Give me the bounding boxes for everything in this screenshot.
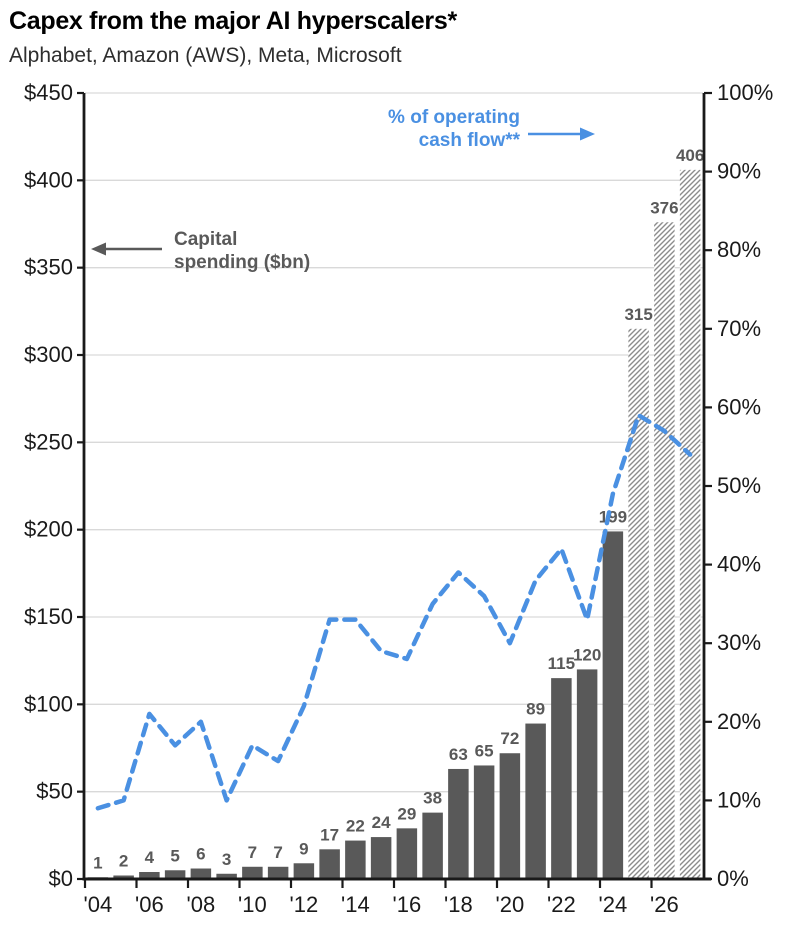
bar: [319, 849, 340, 879]
right-axis-label: 30%: [717, 630, 761, 655]
left-axis-label: $450: [24, 80, 73, 105]
left-axis-label: $400: [24, 167, 73, 192]
left-axis-label: $250: [24, 429, 73, 454]
capital-spending-annotation: Capital spending ($bn): [174, 228, 310, 274]
bar: [242, 866, 263, 879]
x-tick-label: '20: [496, 892, 525, 917]
x-tick-label: '26: [650, 892, 679, 917]
right-axis-label: 90%: [717, 159, 761, 184]
bar-value-label: 89: [526, 700, 545, 719]
right-axis-label: 80%: [717, 237, 761, 262]
cash-flow-arrow-head: [580, 127, 595, 141]
bar-value-label: 63: [449, 745, 468, 764]
x-tick-label: '06: [135, 892, 164, 917]
bar: [551, 678, 572, 879]
cash-flow-label-line2: cash flow**: [418, 130, 520, 151]
bar-forecast: [679, 169, 701, 879]
left-axis-label: $100: [24, 691, 73, 716]
bar: [293, 863, 315, 879]
right-axis-label: 60%: [717, 394, 761, 419]
cash-flow-label-line1: % of operating: [388, 107, 520, 128]
capital-spending-arrow-head: [91, 242, 106, 256]
bar: [448, 768, 469, 879]
left-axis-label: $300: [24, 342, 73, 367]
bar-value-label: 22: [346, 817, 365, 836]
bar: [267, 866, 289, 879]
bar-value-label: 376: [650, 198, 678, 217]
left-axis-label: $350: [24, 255, 73, 280]
bar-value-label: 3: [222, 850, 231, 869]
bar-value-label: 7: [273, 843, 282, 862]
cashflow-line: [95, 413, 693, 811]
x-tick-label: '24: [599, 892, 628, 917]
bar-value-label: 2: [119, 852, 128, 871]
bar-value-label: 17: [320, 825, 339, 844]
bar-value-label: 38: [423, 789, 442, 808]
bar: [370, 837, 392, 879]
left-axis-label: $200: [24, 517, 73, 542]
bar: [139, 872, 160, 879]
right-axis-label: 20%: [717, 709, 761, 734]
bar-value-label: 5: [170, 846, 179, 865]
bar: [602, 531, 624, 879]
x-tick-label: '08: [187, 892, 216, 917]
bar: [345, 840, 366, 879]
bar: [473, 765, 495, 879]
chart-title: Capex from the major AI hyperscalers*: [9, 7, 457, 35]
left-axis-label: $150: [24, 604, 73, 629]
bar: [396, 828, 418, 879]
capital-spending-label-line2: spending ($bn): [174, 252, 311, 273]
x-tick-label: '22: [547, 892, 576, 917]
x-tick-label: '16: [393, 892, 422, 917]
bar: [164, 870, 186, 879]
bar: [499, 753, 521, 879]
x-tick-label: '04: [84, 892, 113, 917]
bar: [216, 873, 237, 879]
bar: [113, 875, 134, 879]
bar: [190, 868, 212, 879]
x-tick-label: '12: [290, 892, 319, 917]
bar-value-label: 29: [397, 804, 416, 823]
right-axis-label: 40%: [717, 552, 761, 577]
bar-value-label: 9: [299, 839, 308, 858]
right-axis-label: 10%: [717, 787, 761, 812]
x-tick-label: '14: [341, 892, 370, 917]
x-tick-label: '18: [444, 892, 473, 917]
capital-spending-label-line1: Capital: [174, 229, 238, 250]
right-axis-label: 50%: [717, 473, 761, 498]
cash-flow-annotation: % of operating cash flow**: [330, 106, 520, 152]
bar-value-label: 24: [372, 813, 391, 832]
bar-value-label: 72: [500, 729, 519, 748]
bar-value-label: 1: [93, 853, 102, 872]
bar: [422, 812, 443, 879]
right-axis-label: 100%: [717, 80, 773, 105]
bar-forecast: [654, 222, 675, 880]
bar-value-label: 199: [599, 507, 627, 526]
bar-value-label: 7: [248, 843, 257, 862]
bar-value-label: 120: [573, 645, 601, 664]
right-axis-label: 0%: [717, 866, 749, 891]
bar-value-label: 6: [196, 845, 205, 864]
bar: [576, 669, 598, 879]
right-axis-label: 70%: [717, 316, 761, 341]
left-axis-label: $50: [36, 779, 73, 804]
bar-value-label: 406: [676, 146, 704, 165]
bar-forecast: [628, 328, 649, 879]
bar-value-label: 65: [475, 741, 494, 760]
chart-subtitle: Alphabet, Amazon (AWS), Meta, Microsoft: [9, 44, 402, 67]
bar: [525, 723, 546, 879]
left-axis-label: $0: [49, 866, 73, 891]
bar-value-label: 315: [624, 305, 652, 324]
bar-value-label: 115: [548, 654, 575, 673]
x-tick-label: '10: [238, 892, 267, 917]
bar-value-label: 4: [145, 848, 155, 867]
